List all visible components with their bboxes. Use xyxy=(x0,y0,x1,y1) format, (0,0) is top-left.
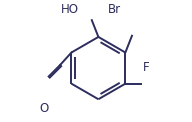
Text: F: F xyxy=(143,61,150,74)
Text: HO: HO xyxy=(61,3,79,16)
Text: O: O xyxy=(39,102,49,115)
Text: Br: Br xyxy=(108,3,121,16)
